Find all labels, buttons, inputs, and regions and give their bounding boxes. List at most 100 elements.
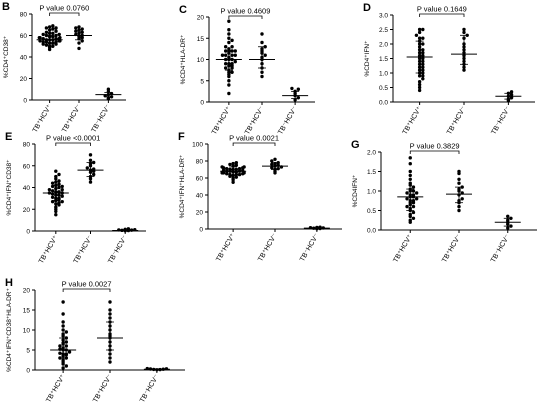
- data-point: [408, 156, 412, 160]
- data-point: [220, 171, 224, 175]
- data-point: [50, 189, 55, 193]
- data-point: [234, 163, 239, 167]
- data-point: [58, 351, 62, 355]
- data-point: [54, 202, 58, 206]
- data-point: [417, 85, 422, 90]
- x-tick-label: TB⁺HCV⁻: [446, 105, 468, 136]
- data-point: [417, 88, 422, 93]
- data-point: [411, 185, 416, 189]
- data-point: [231, 176, 235, 180]
- data-point: [260, 40, 264, 45]
- y-axis-label: %CD4⁺IFN⁺CD38⁺HLA-DR⁺: [6, 288, 13, 372]
- data-point: [54, 212, 58, 217]
- x-tick-label: TB⁺HCV⁻: [73, 234, 95, 265]
- data-point: [227, 28, 231, 32]
- data-point: [54, 169, 58, 173]
- p-value-label: P value 0.1649: [417, 5, 467, 14]
- data-point: [227, 40, 231, 45]
- x-tick-label: TB⁺HCV⁺: [392, 233, 414, 264]
- data-point: [421, 74, 425, 78]
- y-tick-label: 20: [196, 210, 204, 217]
- data-point: [57, 179, 61, 183]
- data-point: [92, 172, 96, 177]
- data-point: [54, 40, 58, 44]
- y-axis-label: %CD4⁺IFN⁺: [364, 40, 371, 77]
- data-point: [417, 36, 422, 40]
- data-point: [57, 193, 61, 197]
- data-point: [231, 161, 235, 166]
- data-point: [263, 53, 267, 57]
- data-point: [223, 45, 228, 49]
- y-tick-label: 0: [26, 368, 30, 375]
- data-point: [230, 53, 234, 57]
- data-point: [411, 210, 416, 215]
- y-tick-label: 80: [23, 142, 31, 149]
- data-point: [411, 216, 416, 220]
- data-point: [421, 27, 425, 32]
- y-tick-label: 100: [192, 142, 203, 149]
- data-point: [411, 193, 416, 197]
- data-point: [233, 53, 237, 57]
- x-tick-label: TB⁻HCV⁻: [139, 373, 161, 404]
- panel-letter: F: [178, 131, 185, 143]
- data-point: [50, 195, 55, 199]
- x-tick-label: TB⁺HCV⁻: [92, 373, 114, 404]
- panel-letter: E: [5, 131, 12, 143]
- data-point: [85, 166, 90, 170]
- panel-e: E 0 20 40 60 80 %CD4⁺IFN⁺CD38⁺ TB⁺HCV⁺ TB⁺HCV⁻ TB…: [5, 131, 146, 265]
- data-point: [260, 32, 264, 36]
- data-point: [108, 312, 112, 316]
- y-tick-label: 2.5: [379, 27, 388, 34]
- data-point: [408, 212, 412, 217]
- data-point: [74, 26, 78, 30]
- y-tick-label: 0.0: [379, 100, 388, 107]
- data-point: [260, 74, 264, 79]
- y-tick-label: 60: [196, 176, 204, 183]
- y-tick-label: 1.5: [367, 169, 376, 176]
- y-tick-label: 5: [26, 348, 30, 355]
- data-point: [47, 187, 52, 192]
- data-point: [462, 30, 466, 35]
- y-tick-label: 60: [20, 33, 28, 40]
- x-tick-label: TB⁻HCV⁻: [299, 232, 321, 263]
- y-tick-label: 2.0: [367, 150, 376, 157]
- data-point: [260, 70, 264, 74]
- x-tick-label: TB⁻HCV⁻: [490, 105, 512, 136]
- y-tick-label: 0.5: [379, 85, 388, 92]
- data-point: [61, 312, 65, 316]
- data-point: [47, 25, 52, 29]
- data-point: [64, 352, 69, 356]
- y-axis-label: %CD4⁺IFN⁺HLA-DR⁺: [179, 154, 186, 218]
- data-point: [228, 167, 232, 172]
- data-point: [506, 226, 510, 230]
- data-point: [408, 162, 412, 166]
- y-tick-label: 60: [23, 163, 31, 170]
- data-point: [414, 197, 419, 201]
- data-point: [77, 46, 81, 51]
- data-point: [509, 95, 514, 100]
- data-point: [108, 360, 112, 364]
- x-tick-label: TB⁺HCV⁺: [32, 103, 54, 134]
- y-axis-label: %CD4⁺IFN⁺CD38⁺: [6, 159, 13, 216]
- data-point: [233, 59, 237, 64]
- data-point: [230, 45, 234, 49]
- data-point: [227, 32, 231, 36]
- y-axis-label: %CD4⁺HLA-DR⁺: [180, 34, 187, 84]
- data-point: [51, 31, 55, 36]
- data-point: [421, 59, 425, 64]
- panel-letter: H: [5, 277, 13, 289]
- x-tick-label: TB⁻HCV⁻: [90, 103, 112, 134]
- data-point: [296, 87, 301, 91]
- data-point: [77, 25, 81, 29]
- data-point: [227, 19, 231, 23]
- data-point: [37, 35, 42, 40]
- data-point: [64, 344, 69, 348]
- data-point: [234, 161, 239, 165]
- data-point: [270, 166, 274, 170]
- data-point: [227, 47, 231, 51]
- data-point: [41, 40, 45, 44]
- data-point: [509, 93, 514, 97]
- data-point: [405, 191, 409, 195]
- data-point: [80, 27, 84, 31]
- data-point: [47, 44, 52, 48]
